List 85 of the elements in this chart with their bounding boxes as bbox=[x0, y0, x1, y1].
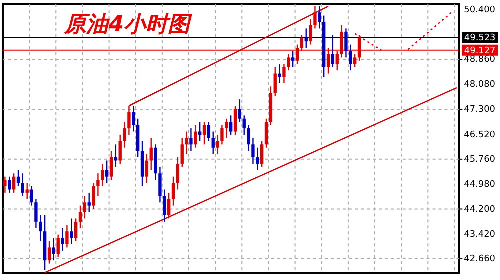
y-tick-label: 47.300 bbox=[464, 105, 496, 116]
y-tick-label: 44.200 bbox=[464, 205, 496, 216]
candlestick bbox=[225, 118, 228, 139]
candlestick bbox=[314, 6, 317, 30]
candlestick bbox=[349, 44, 352, 72]
candlestick bbox=[74, 218, 78, 242]
candlestick bbox=[66, 224, 69, 248]
y-tick-label: 46.520 bbox=[464, 130, 496, 140]
candlestick bbox=[287, 54, 290, 72]
candlestick bbox=[207, 122, 211, 142]
candlestick bbox=[52, 237, 56, 262]
candlestick bbox=[336, 50, 339, 72]
candlestick bbox=[242, 115, 246, 136]
candlestick bbox=[34, 198, 38, 229]
candlestick bbox=[4, 176, 7, 194]
candlestick bbox=[167, 192, 171, 220]
candlestick bbox=[61, 228, 64, 252]
candlestick bbox=[163, 189, 166, 223]
candlestick bbox=[128, 105, 131, 136]
candlestick bbox=[216, 134, 220, 155]
candlestick bbox=[21, 173, 25, 197]
y-tick-label: 44.980 bbox=[464, 180, 496, 190]
candlestick bbox=[300, 34, 304, 52]
candlestick bbox=[30, 186, 34, 206]
y-tick-label: 42.660 bbox=[464, 254, 496, 265]
candlestick bbox=[344, 28, 348, 58]
candlestick bbox=[309, 18, 312, 46]
candlestick bbox=[264, 118, 268, 148]
ref-line-label: 49.127 bbox=[464, 46, 496, 56]
candlestick bbox=[274, 66, 277, 97]
candlestick bbox=[331, 34, 335, 68]
candlestick bbox=[8, 176, 12, 194]
candlestick bbox=[234, 105, 238, 136]
candlestick bbox=[101, 163, 104, 188]
candlestick bbox=[56, 234, 60, 258]
candlestick bbox=[123, 122, 126, 148]
candlestick bbox=[194, 124, 198, 148]
candlestick bbox=[39, 214, 42, 242]
candlestick bbox=[353, 54, 357, 68]
candlestick bbox=[190, 128, 193, 152]
candlestick bbox=[252, 138, 255, 165]
candlestick bbox=[88, 192, 91, 213]
candlestick bbox=[340, 24, 344, 58]
candlestick bbox=[83, 196, 87, 220]
candlestick bbox=[256, 147, 260, 172]
candlestick bbox=[158, 166, 162, 204]
candlestick bbox=[150, 138, 153, 172]
candlestick bbox=[16, 170, 20, 188]
candlestick bbox=[238, 98, 242, 123]
ref-line-label: 49.523 bbox=[464, 34, 496, 44]
candlestick bbox=[278, 64, 282, 84]
candlestick bbox=[110, 150, 114, 181]
candlestick bbox=[176, 156, 180, 190]
candlestick bbox=[282, 64, 286, 84]
candlestick bbox=[247, 124, 250, 152]
candlestick bbox=[12, 173, 16, 194]
candlestick bbox=[318, 6, 322, 30]
candlestick bbox=[229, 115, 233, 136]
y-tick-label: 48.080 bbox=[464, 80, 496, 90]
candlestick bbox=[260, 140, 264, 168]
y-tick-label: 48.860 bbox=[464, 54, 496, 65]
candlestick bbox=[96, 173, 100, 197]
candlestick bbox=[358, 34, 362, 62]
candlestick bbox=[78, 205, 82, 229]
chart-title: 原油4小时图 bbox=[62, 12, 193, 38]
candlestick bbox=[145, 154, 149, 184]
candlestick bbox=[326, 47, 330, 74]
candlestick bbox=[220, 124, 224, 146]
candlestick bbox=[296, 44, 300, 65]
candlestick bbox=[180, 138, 184, 168]
candlestick bbox=[172, 176, 176, 206]
candlestick bbox=[92, 182, 96, 210]
y-tick-label: 50.400 bbox=[464, 5, 496, 16]
candlestick bbox=[132, 105, 136, 132]
candlestick bbox=[185, 131, 188, 155]
candlestick bbox=[118, 134, 122, 165]
candlestick bbox=[26, 182, 29, 200]
candlestick bbox=[105, 160, 109, 184]
y-tick-label: 43.420 bbox=[464, 230, 496, 240]
candlestick bbox=[212, 131, 215, 155]
candlestick bbox=[70, 218, 74, 246]
candlestick bbox=[48, 240, 52, 264]
candlestick bbox=[202, 122, 206, 146]
candlestick bbox=[291, 50, 295, 68]
y-tick-label: 45.760 bbox=[464, 154, 496, 165]
